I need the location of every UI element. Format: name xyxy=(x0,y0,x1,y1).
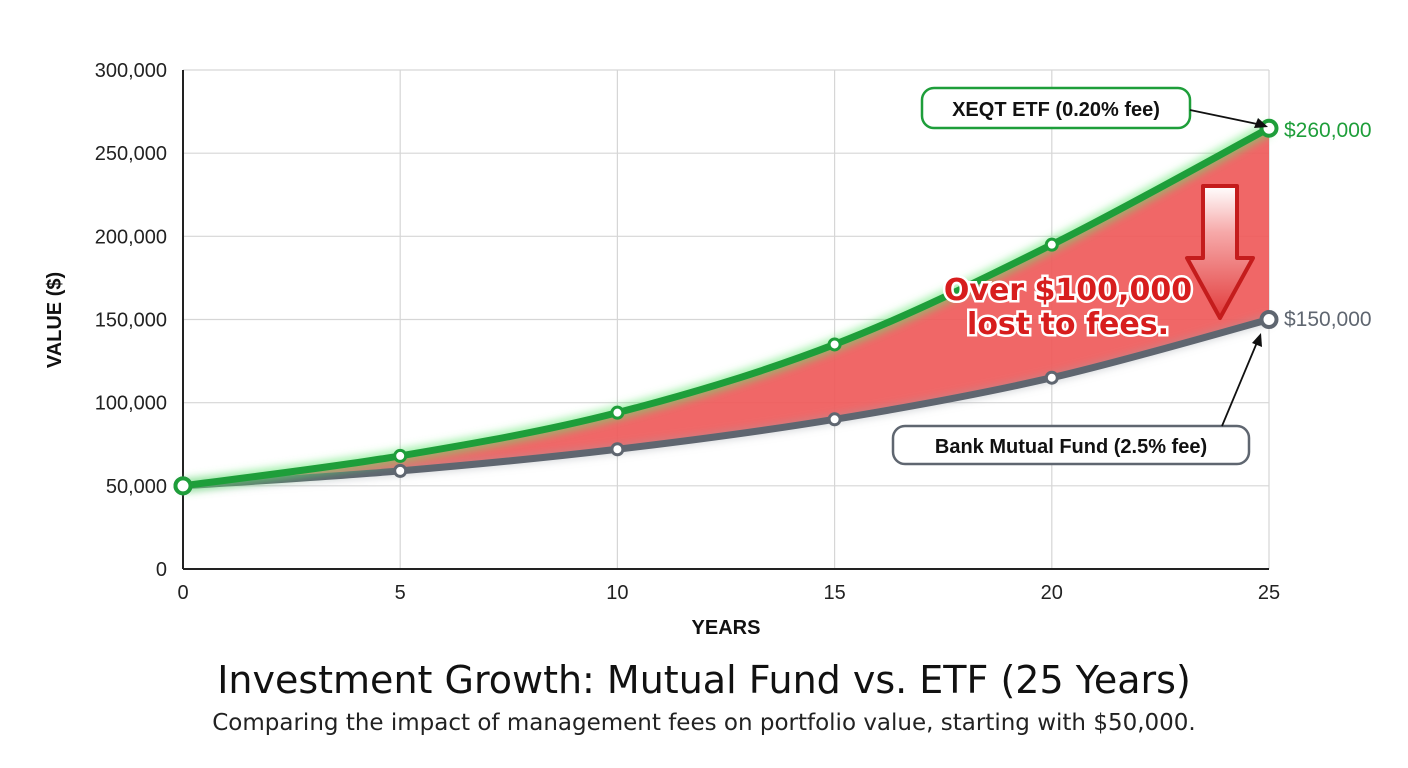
y-tick-label: 0 xyxy=(156,559,167,581)
down-arrow-icon xyxy=(1185,184,1255,320)
x-tick-label: 5 xyxy=(395,582,406,604)
y-tick-label: 50,000 xyxy=(106,476,167,498)
x-axis-title: YEARS xyxy=(692,617,761,639)
mutual-fund-callout: Bank Mutual Fund (2.5% fee) xyxy=(891,333,1262,466)
mutual-fund-callout-label: Bank Mutual Fund (2.5% fee) xyxy=(935,436,1207,458)
x-tick-label: 0 xyxy=(177,582,188,604)
etf-data-point xyxy=(393,448,408,463)
etf-data-point xyxy=(173,476,193,496)
etf-line xyxy=(179,124,1273,490)
etf-callout: XEQT ETF (0.20% fee) xyxy=(920,86,1268,130)
arrowhead-icon xyxy=(1254,118,1268,128)
y-tick-label: 150,000 xyxy=(95,310,167,332)
mutual-fund-line xyxy=(179,316,1273,490)
mutual-fund-end-value-label: $150,000 xyxy=(1284,308,1372,331)
x-tick-label: 10 xyxy=(606,582,628,604)
mutual-fund-data-point xyxy=(610,442,625,457)
chart-title: Investment Growth: Mutual Fund vs. ETF (… xyxy=(217,658,1191,702)
loss-annotation-line2: lost to fees. xyxy=(967,307,1169,342)
y-tick-label: 100,000 xyxy=(95,393,167,415)
x-tick-label: 25 xyxy=(1258,582,1280,604)
etf-data-point xyxy=(827,337,842,352)
y-axis-title: VALUE ($) xyxy=(44,272,66,368)
fee-loss-area xyxy=(183,128,1269,486)
mutual-fund-data-point xyxy=(393,463,408,478)
x-tick-label: 15 xyxy=(823,582,845,604)
loss-annotation-line1: Over $100,000 xyxy=(944,273,1192,308)
arrowhead-icon xyxy=(1252,333,1262,347)
mutual-fund-data-point xyxy=(1044,370,1059,385)
chart-subtitle: Comparing the impact of management fees … xyxy=(212,710,1196,736)
etf-end-value-label: $260,000 xyxy=(1284,119,1372,142)
etf-data-point xyxy=(1044,237,1059,252)
mutual-fund-data-point xyxy=(1259,310,1279,329)
etf-data-point xyxy=(1259,118,1279,138)
mutual-fund-data-point xyxy=(827,412,842,427)
y-tick-label: 300,000 xyxy=(95,60,167,82)
y-tick-label: 200,000 xyxy=(95,226,167,248)
etf-callout-label: XEQT ETF (0.20% fee) xyxy=(952,99,1160,121)
etf-data-point xyxy=(610,405,625,420)
investment-growth-chart: 0 50,000 100,000 150,000 200,000 250,000 300,0… xyxy=(44,60,1372,639)
x-tick-label: 20 xyxy=(1041,582,1063,604)
y-tick-label: 250,000 xyxy=(95,143,167,165)
